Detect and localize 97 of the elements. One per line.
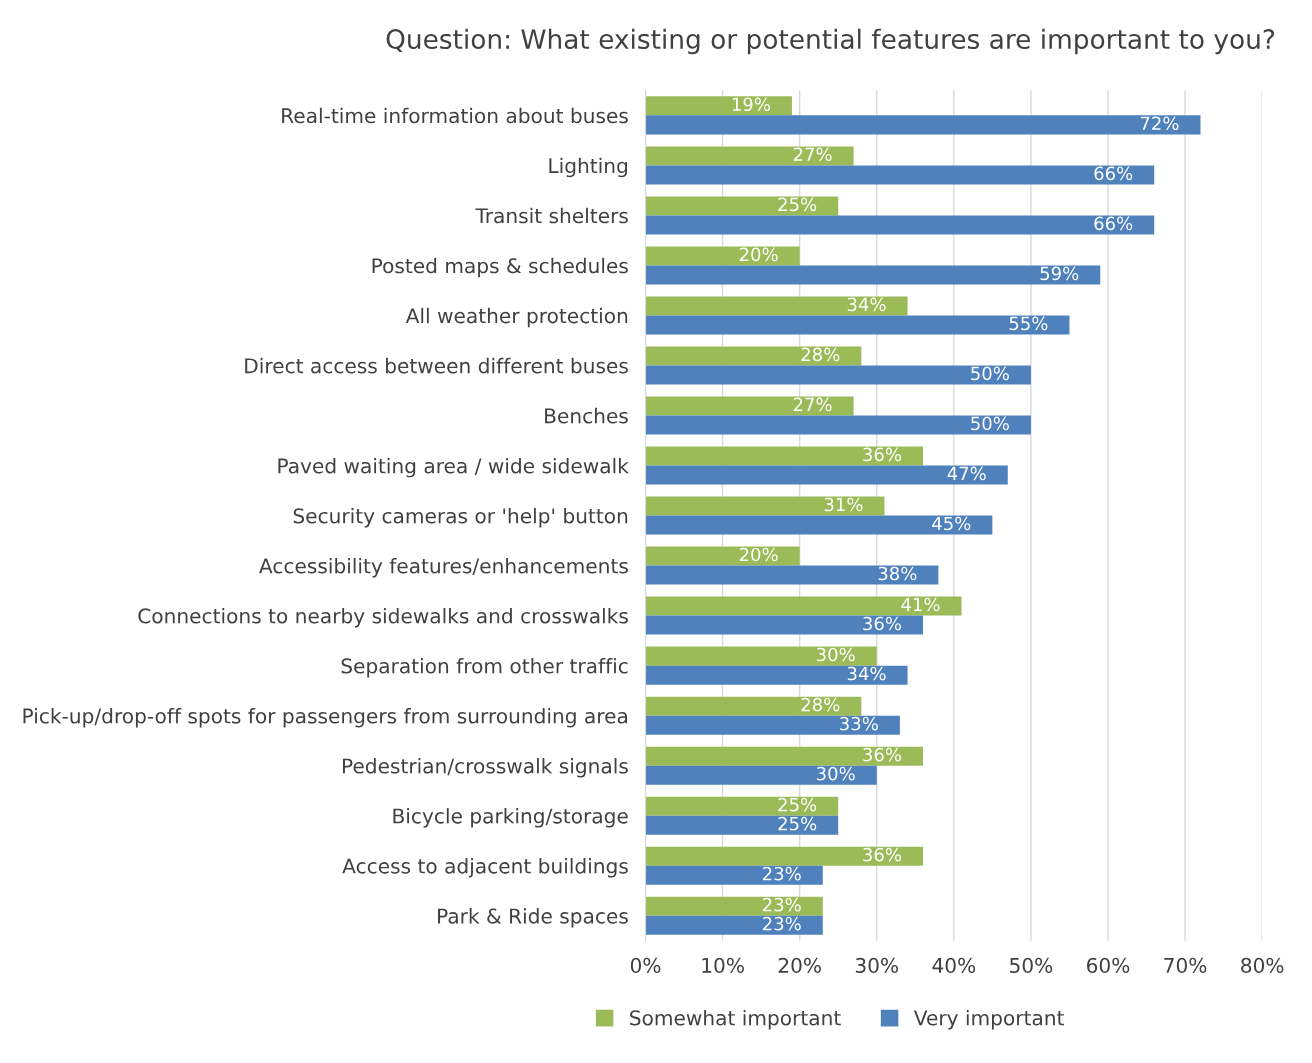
x-tick-label: 10% bbox=[702, 957, 744, 974]
data-label: 41% bbox=[901, 597, 940, 612]
bar bbox=[645, 296, 908, 316]
data-label: 23% bbox=[763, 916, 801, 931]
x-tick-label: 70% bbox=[1164, 957, 1207, 974]
data-label: 19% bbox=[732, 97, 770, 112]
bar bbox=[645, 646, 877, 666]
legend-label: Somewhat important bbox=[630, 1009, 841, 1030]
bar bbox=[645, 346, 862, 366]
data-label: 66% bbox=[1094, 166, 1133, 181]
data-label: 27% bbox=[793, 147, 832, 162]
bar bbox=[645, 546, 800, 566]
data-label: 34% bbox=[847, 297, 886, 312]
y-tick-label: Connections to nearby sidewalks and crosswalks bbox=[138, 607, 628, 628]
bar bbox=[645, 265, 1101, 285]
data-label: 50% bbox=[971, 366, 1009, 381]
data-label: 34% bbox=[847, 666, 886, 681]
y-tick-label: Security cameras or 'help' button bbox=[293, 507, 628, 528]
bar bbox=[645, 846, 923, 866]
bar bbox=[645, 446, 923, 466]
data-label: 33% bbox=[840, 716, 878, 731]
data-label: 30% bbox=[817, 647, 855, 662]
data-label: 47% bbox=[947, 466, 986, 481]
data-label: 36% bbox=[863, 447, 902, 462]
y-tick-label: Separation from other traffic bbox=[341, 657, 628, 678]
data-label: 23% bbox=[763, 866, 801, 881]
bar bbox=[645, 515, 993, 535]
data-label: 23% bbox=[763, 897, 801, 912]
bar bbox=[645, 415, 1031, 435]
data-label: 45% bbox=[932, 516, 971, 531]
bar bbox=[645, 746, 923, 766]
bar bbox=[645, 765, 877, 785]
bar bbox=[645, 565, 939, 585]
bar bbox=[645, 165, 1155, 185]
bar bbox=[645, 465, 1008, 485]
bar bbox=[645, 815, 839, 835]
bar bbox=[645, 315, 1070, 335]
y-tick-label: Pedestrian/crosswalk signals bbox=[342, 758, 628, 778]
x-tick-label: 20% bbox=[778, 957, 821, 974]
bar bbox=[645, 496, 885, 516]
y-tick-label: Lighting bbox=[549, 157, 628, 178]
y-tick-label: Posted maps & schedules bbox=[372, 257, 628, 278]
y-tick-label: Transit shelters bbox=[475, 207, 628, 224]
bar bbox=[645, 196, 839, 216]
bar bbox=[645, 96, 792, 116]
bar bbox=[645, 365, 1031, 385]
data-label: 36% bbox=[863, 616, 902, 631]
bar bbox=[645, 246, 800, 266]
bar bbox=[645, 665, 908, 685]
data-label: 55% bbox=[1009, 316, 1048, 331]
legend-label: Very important bbox=[913, 1009, 1064, 1030]
bar bbox=[645, 715, 900, 735]
y-tick-label: Benches bbox=[545, 407, 628, 424]
x-tick-label: 0% bbox=[630, 957, 661, 974]
data-label: 38% bbox=[878, 566, 917, 581]
y-tick-label: All weather protection bbox=[405, 307, 628, 328]
chart-title: Question: What existing or potential features are important to you? bbox=[386, 28, 1275, 55]
y-tick-label: Bicycle parking/storage bbox=[393, 808, 628, 828]
bar bbox=[645, 396, 854, 416]
data-label: 20% bbox=[739, 247, 778, 262]
data-label: 31% bbox=[824, 497, 863, 512]
bar bbox=[645, 696, 862, 716]
y-tick-label: Accessibility features/enhancements bbox=[259, 557, 628, 578]
bar bbox=[645, 915, 823, 935]
bar bbox=[645, 615, 923, 635]
data-label: 28% bbox=[801, 697, 840, 712]
y-tick-label: Access to adjacent buildings bbox=[342, 858, 628, 878]
data-label: 30% bbox=[817, 766, 855, 781]
y-tick-label: Direct access between different buses bbox=[245, 357, 628, 374]
data-label: 36% bbox=[863, 847, 902, 862]
data-label: 50% bbox=[971, 416, 1009, 431]
x-tick-label: 40% bbox=[932, 957, 976, 974]
bar bbox=[645, 796, 839, 816]
data-label: 20% bbox=[739, 547, 778, 562]
bar bbox=[645, 146, 854, 166]
data-label: 25% bbox=[778, 797, 817, 812]
x-tick-label: 50% bbox=[1010, 957, 1053, 974]
bar bbox=[645, 215, 1155, 235]
data-label: 66% bbox=[1094, 216, 1133, 231]
data-label: 59% bbox=[1040, 266, 1079, 281]
data-label: 25% bbox=[778, 197, 817, 212]
bar bbox=[645, 865, 823, 885]
data-label: 36% bbox=[863, 747, 902, 762]
data-label: 25% bbox=[778, 816, 817, 831]
data-label: 28% bbox=[801, 347, 840, 362]
y-tick-label: Pick-up/drop-off spots for passengers from surrounding area bbox=[23, 708, 628, 728]
data-label: 27% bbox=[793, 397, 832, 412]
x-tick-label: 30% bbox=[855, 957, 899, 974]
y-tick-label: Real-time information about buses bbox=[282, 107, 628, 124]
y-tick-label: Paved waiting area / wide sidewalk bbox=[278, 457, 629, 478]
x-tick-label: 80% bbox=[1241, 957, 1284, 974]
bar bbox=[645, 896, 823, 916]
data-label: 72% bbox=[1140, 116, 1179, 131]
bar bbox=[645, 596, 962, 616]
x-tick-label: 60% bbox=[1087, 957, 1130, 974]
y-tick-label: Park & Ride spaces bbox=[438, 908, 628, 928]
bar bbox=[645, 115, 1201, 135]
